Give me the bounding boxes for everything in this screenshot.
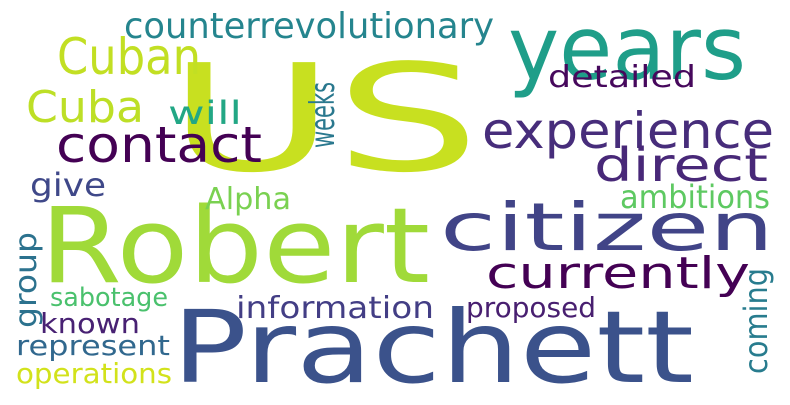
- word-robert: Robert: [40, 185, 430, 307]
- word-alpha: Alpha: [205, 182, 291, 217]
- word-currently: currently: [486, 248, 750, 299]
- word-give: give: [30, 166, 106, 204]
- word-counterrevolutionary: counterrevolutionary: [124, 6, 494, 47]
- word-detailed: detailed: [548, 60, 696, 95]
- word-ambitions: ambitions: [620, 178, 770, 216]
- word-will: will: [168, 94, 242, 132]
- word-information: information: [236, 291, 434, 326]
- word-represent: represent: [16, 329, 170, 362]
- word-us: US: [168, 33, 480, 205]
- word-proposed: proposed: [466, 291, 596, 324]
- word-cuban: Cuban: [57, 28, 201, 86]
- word-years: years: [508, 0, 746, 100]
- word-prachett: Prachett: [172, 289, 694, 405]
- word-weeks: weeks: [303, 82, 343, 148]
- word-experience: experience: [482, 102, 774, 160]
- word-sabotage: sabotage: [50, 283, 168, 313]
- word-operations: operations: [16, 357, 172, 390]
- word-cuba: Cuba: [26, 82, 144, 133]
- word-citizen: citizen: [440, 189, 774, 266]
- word-known: known: [40, 307, 140, 340]
- word-group: group: [9, 232, 44, 328]
- word-coming: coming: [737, 268, 775, 374]
- word-contact: contact: [56, 116, 262, 174]
- word-direct: direct: [594, 138, 768, 192]
